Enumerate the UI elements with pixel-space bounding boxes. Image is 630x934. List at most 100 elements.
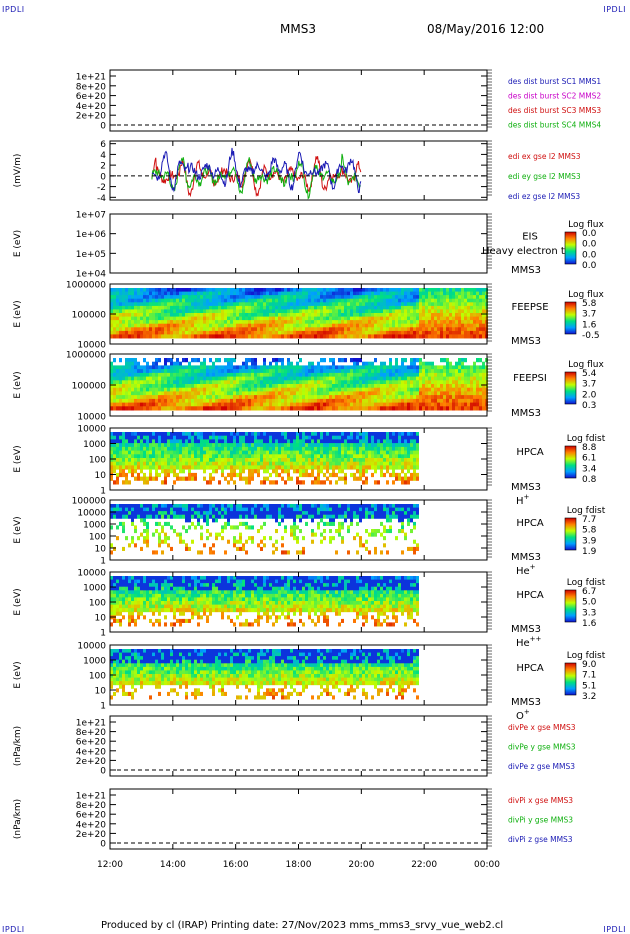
- instrument-label: HPCA: [516, 447, 544, 458]
- colorbar-tick-label: 0.0: [582, 250, 597, 260]
- y-tick-label: 10: [95, 687, 107, 697]
- y-tick-label: 0: [100, 767, 106, 777]
- colorbar-title: Log fdist: [567, 506, 606, 516]
- species-label: O+: [516, 708, 530, 722]
- y-tick-label: 1: [100, 487, 106, 497]
- mission-title: MMS3: [280, 22, 316, 36]
- legend-entry: des dist burst SC3 MMS3: [508, 106, 601, 115]
- y-tick-label: 100000: [72, 382, 107, 392]
- y-tick-label: 0: [100, 840, 106, 850]
- panel-frame: [109, 69, 488, 132]
- panel-3: 1e+07 1e+06 1e+05 1e+04 E (eV) EIS MMS3 Heavy e…: [13, 211, 604, 280]
- colorbar-tick-label: -0.5: [582, 331, 600, 341]
- colorbar-title: Log fdist: [567, 651, 606, 661]
- species-label: He+: [516, 563, 536, 577]
- y-axis-label: E (eV): [13, 445, 23, 472]
- y-tick-label: 1e+07: [76, 211, 106, 221]
- x-tick-label: 20:00: [348, 860, 374, 870]
- y-tick-label: 1000000: [66, 281, 106, 291]
- spacecraft-label: MMS3: [511, 697, 541, 708]
- y-tick-label: 10000: [77, 569, 106, 579]
- spacecraft-label: MMS3: [511, 336, 541, 347]
- heatmap-cells-9: [110, 649, 419, 700]
- colorbar-tick-label: 1.9: [582, 547, 597, 557]
- panel-5: 1000000 100000 10000 E (eV) FEEPSI MMS3 Log fl…: [13, 351, 604, 423]
- colorbar-tick-label: 5.4: [582, 369, 597, 379]
- y-tick-label: 8e+20: [76, 801, 107, 811]
- y-tick-label: 6e+20: [76, 92, 107, 102]
- y-tick-label: 1e+21: [76, 792, 106, 802]
- heatmap-cells-4: [110, 288, 488, 339]
- heatmap-cells-6: [110, 432, 419, 485]
- footer-credit: Produced by cl (IRAP) Printing date: 27/…: [101, 920, 504, 931]
- x-tick-label: 22:00: [411, 860, 437, 870]
- y-tick-label: 1e+06: [76, 230, 107, 240]
- y-axis-label: (nPa/km): [13, 726, 23, 766]
- heatmap-cells-7: [110, 504, 419, 555]
- overlay-text: Heavy electron to: [482, 246, 571, 257]
- y-tick-label: 6: [100, 140, 106, 150]
- species-label: He++: [516, 635, 542, 649]
- y-tick-label: 1000: [83, 584, 106, 594]
- y-tick-label: 10000: [77, 413, 106, 423]
- y-axis-label: E (eV): [13, 516, 23, 543]
- instrument-label: EIS: [522, 232, 538, 243]
- colorbar-title: Log fdist: [567, 434, 606, 444]
- legend-entry: des dist burst SC1 MMS1: [508, 77, 601, 86]
- instrument-label: HPCA: [516, 518, 544, 529]
- spacecraft-label: MMS3: [511, 482, 541, 493]
- instrument-label: FEEPSI: [513, 373, 547, 384]
- panel-frame: [109, 788, 488, 850]
- x-tick-label: 18:00: [286, 860, 312, 870]
- y-tick-label: 100: [89, 456, 106, 466]
- instrument-label: HPCA: [516, 590, 544, 601]
- y-tick-label: 100000: [72, 311, 107, 321]
- colorbar-tick-label: 8.8: [582, 443, 597, 453]
- y-tick-label: 8e+20: [76, 82, 107, 92]
- colorbar-title: Log flux: [568, 360, 604, 370]
- spacecraft-label: MMS3: [511, 265, 541, 276]
- panel-4: 1000000 100000 10000 E (eV) FEEPSE MMS3 Log fl…: [13, 281, 604, 351]
- spacecraft-label: MMS3: [511, 408, 541, 419]
- y-tick-label: 10: [95, 614, 107, 624]
- colorbar-title: Log flux: [568, 220, 604, 230]
- y-tick-label: 10000: [77, 642, 106, 652]
- y-tick-label: 1: [100, 629, 106, 639]
- y-tick-label: 2: [100, 162, 106, 172]
- corner-label-top-right: IPDLI: [603, 5, 626, 14]
- y-tick-label: 100: [89, 533, 106, 543]
- y-axis-label: (nPa/km): [13, 799, 23, 839]
- colorbar-tick-label: 3.7: [582, 310, 596, 320]
- colorbar-tick-label: 3.3: [582, 608, 596, 618]
- y-tick-label: 2e+20: [76, 830, 107, 840]
- legend-entry: divPi x gse MMS3: [508, 796, 573, 805]
- colorbar-tick-label: 3.9: [582, 536, 597, 546]
- y-tick-label: 6e+20: [76, 811, 107, 821]
- colorbar-tick-label: 0.0: [582, 229, 597, 239]
- colorbar-tick-label: 0.8: [582, 475, 597, 485]
- y-axis-label: E (eV): [13, 661, 23, 688]
- y-tick-label: 4e+20: [76, 820, 107, 830]
- y-tick-label: 2e+20: [76, 757, 107, 767]
- species-label: H+: [516, 493, 530, 507]
- y-tick-label: 10000: [77, 341, 106, 351]
- date-title: 08/May/2016 12:00: [427, 22, 545, 36]
- y-axis-label: (mV/m): [13, 154, 23, 188]
- corner-label-top-left: IPDLI: [2, 5, 25, 14]
- colorbar-title: Log fdist: [567, 578, 606, 588]
- colorbar: [564, 371, 577, 405]
- x-tick-label: 16:00: [223, 860, 249, 870]
- colorbar-tick-label: 5.8: [582, 526, 597, 536]
- colorbar-tick-label: 0.0: [582, 240, 597, 250]
- panel-frame: [109, 140, 488, 201]
- y-tick-label: 8e+20: [76, 728, 107, 738]
- y-tick-label: 1: [100, 557, 106, 567]
- y-tick-label: 1000: [83, 657, 106, 667]
